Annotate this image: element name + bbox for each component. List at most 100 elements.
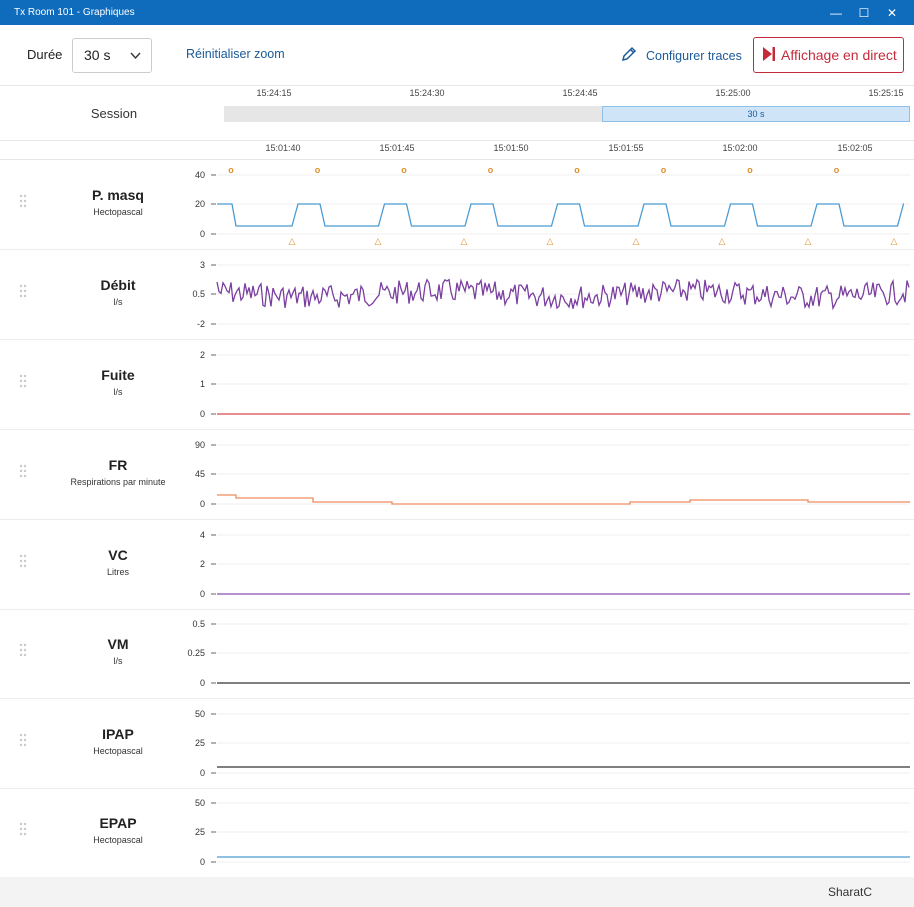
- y-tick-label: 0: [200, 768, 205, 778]
- duree-select[interactable]: 30 s: [72, 38, 152, 73]
- y-tick-label: 0.5: [192, 289, 205, 299]
- drag-handle-icon[interactable]: [19, 554, 27, 568]
- y-tick-label: -2: [197, 319, 205, 329]
- session-row: 15:24:15 15:24:30 15:24:45 15:25:00 15:2…: [0, 86, 914, 141]
- trace-name: EPAP: [99, 815, 137, 831]
- trace-line: [216, 278, 910, 311]
- close-icon[interactable]: ✕: [886, 5, 898, 20]
- y-tick-label: 0: [200, 589, 205, 599]
- maximize-icon[interactable]: ☐: [858, 5, 870, 20]
- y-tick-label: 2: [200, 350, 205, 360]
- trace-unit: Respirations par minute: [70, 477, 166, 487]
- inspiration-marker: o: [488, 165, 494, 175]
- inspiration-marker: o: [574, 165, 580, 175]
- trace-name: Fuite: [101, 367, 135, 383]
- duree-value: 30 s: [84, 47, 111, 63]
- drag-handle-icon[interactable]: [19, 284, 27, 298]
- expiration-marker: △: [719, 237, 726, 247]
- expiration-marker: △: [289, 237, 296, 247]
- configure-traces-label: Configurer traces: [646, 48, 742, 63]
- trace-plot[interactable]: 40 20 0 o △ o △ o △ o △ o △ o △ o △ o △: [0, 160, 914, 250]
- trace-panel: FR Respirations par minute 90 45 0: [0, 430, 914, 520]
- y-tick-label: 0.5: [192, 619, 205, 629]
- trace-name: P. masq: [92, 187, 144, 203]
- toolbar: Durée 30 s Réinitialiser zoom Configurer…: [0, 25, 914, 86]
- drag-handle-icon[interactable]: [19, 374, 27, 388]
- y-tick-label: 0: [200, 678, 205, 688]
- trace-plot[interactable]: 50 25 0: [0, 788, 914, 878]
- session-tick: 15:24:45: [562, 88, 598, 98]
- reset-zoom-link[interactable]: Réinitialiser zoom: [186, 47, 285, 61]
- time-tick: 15:02:00: [722, 143, 758, 153]
- trace-unit: Litres: [106, 567, 129, 577]
- trace-plot[interactable]: 4 2 0: [0, 520, 914, 610]
- y-tick-label: 90: [195, 440, 205, 450]
- session-ticks: 15:24:15 15:24:30 15:24:45 15:25:00 15:2…: [0, 86, 914, 106]
- trace-plot[interactable]: 50 25 0: [0, 699, 914, 789]
- trace-line: [217, 494, 910, 505]
- play-to-end-icon: [763, 46, 781, 64]
- y-tick-label: 4: [200, 530, 205, 540]
- trace-name: FR: [108, 457, 128, 473]
- trace-name: VM: [107, 636, 129, 652]
- session-tick: 15:24:30: [409, 88, 445, 98]
- time-tick: 15:01:50: [493, 143, 529, 153]
- trace-panel: P. masq Hectopascal 40 20 0 o △ o △ o △ o △ o △ o △ o △ o △: [0, 160, 914, 250]
- minimize-icon[interactable]: —: [830, 5, 842, 20]
- inspiration-marker: o: [401, 165, 407, 175]
- trace-plot[interactable]: 3 0.5 -2: [0, 250, 914, 340]
- title-bar: Tx Room 101 - Graphiques — ☐ ✕: [0, 0, 914, 25]
- time-tick: 15:01:55: [608, 143, 644, 153]
- y-tick-label: 45: [195, 469, 205, 479]
- drag-handle-icon[interactable]: [19, 822, 27, 836]
- session-tick: 15:25:15: [868, 88, 904, 98]
- trace-unit: l/s: [113, 656, 123, 666]
- trace-unit: l/s: [113, 387, 123, 397]
- session-tick: 15:25:00: [715, 88, 751, 98]
- expiration-marker: △: [461, 237, 468, 247]
- y-tick-label: 3: [200, 260, 205, 270]
- y-tick-label: 1: [200, 379, 205, 389]
- inspiration-marker: o: [228, 165, 234, 175]
- y-tick-label: 20: [195, 199, 205, 209]
- trace-panel: Débit l/s 3 0.5 -2: [0, 250, 914, 340]
- live-display-button[interactable]: Affichage en direct: [753, 37, 904, 73]
- trace-panel: EPAP Hectopascal 50 25 0: [0, 788, 914, 878]
- trace-plot[interactable]: 0.5 0.25 0: [0, 609, 914, 699]
- trace-panel: VM l/s 0.5 0.25 0: [0, 609, 914, 699]
- session-label: Session: [90, 106, 138, 121]
- trace-plot[interactable]: 2 1 0: [0, 340, 914, 430]
- trace-unit: Hectopascal: [93, 746, 143, 756]
- y-tick-label: 0: [200, 409, 205, 419]
- live-display-label: Affichage en direct: [781, 47, 897, 63]
- trace-name: VC: [108, 547, 128, 563]
- drag-handle-icon[interactable]: [19, 643, 27, 657]
- trace-panel: VC Litres 4 2 0: [0, 520, 914, 610]
- expiration-marker: △: [633, 237, 640, 247]
- trace-plot[interactable]: 90 45 0: [0, 430, 914, 520]
- window-title: Tx Room 101 - Graphiques: [14, 7, 135, 18]
- time-axis: 15:01:40 15:01:45 15:01:50 15:01:55 15:0…: [0, 141, 914, 160]
- time-tick: 15:02:05: [837, 143, 873, 153]
- trace-panel: IPAP Hectopascal 50 25 0: [0, 699, 914, 789]
- session-window[interactable]: 30 s: [602, 106, 910, 122]
- y-tick-label: 25: [195, 738, 205, 748]
- y-tick-label: 0: [200, 857, 205, 867]
- drag-handle-icon[interactable]: [19, 464, 27, 478]
- y-tick-label: 50: [195, 709, 205, 719]
- drag-handle-icon[interactable]: [19, 194, 27, 208]
- trace-line: [217, 203, 905, 227]
- inspiration-marker: o: [834, 165, 840, 175]
- configure-traces-button[interactable]: Configurer traces: [620, 45, 742, 66]
- expiration-marker: △: [891, 237, 898, 247]
- inspiration-marker: o: [315, 165, 321, 175]
- drag-handle-icon[interactable]: [19, 733, 27, 747]
- session-tick: 15:24:15: [256, 88, 292, 98]
- inspiration-marker: o: [747, 165, 753, 175]
- time-tick: 15:01:45: [379, 143, 415, 153]
- trace-name: IPAP: [102, 726, 134, 742]
- chevron-down-icon: [130, 39, 141, 86]
- expiration-marker: △: [375, 237, 382, 247]
- y-tick-label: 0: [200, 499, 205, 509]
- trace-name: Débit: [100, 277, 136, 293]
